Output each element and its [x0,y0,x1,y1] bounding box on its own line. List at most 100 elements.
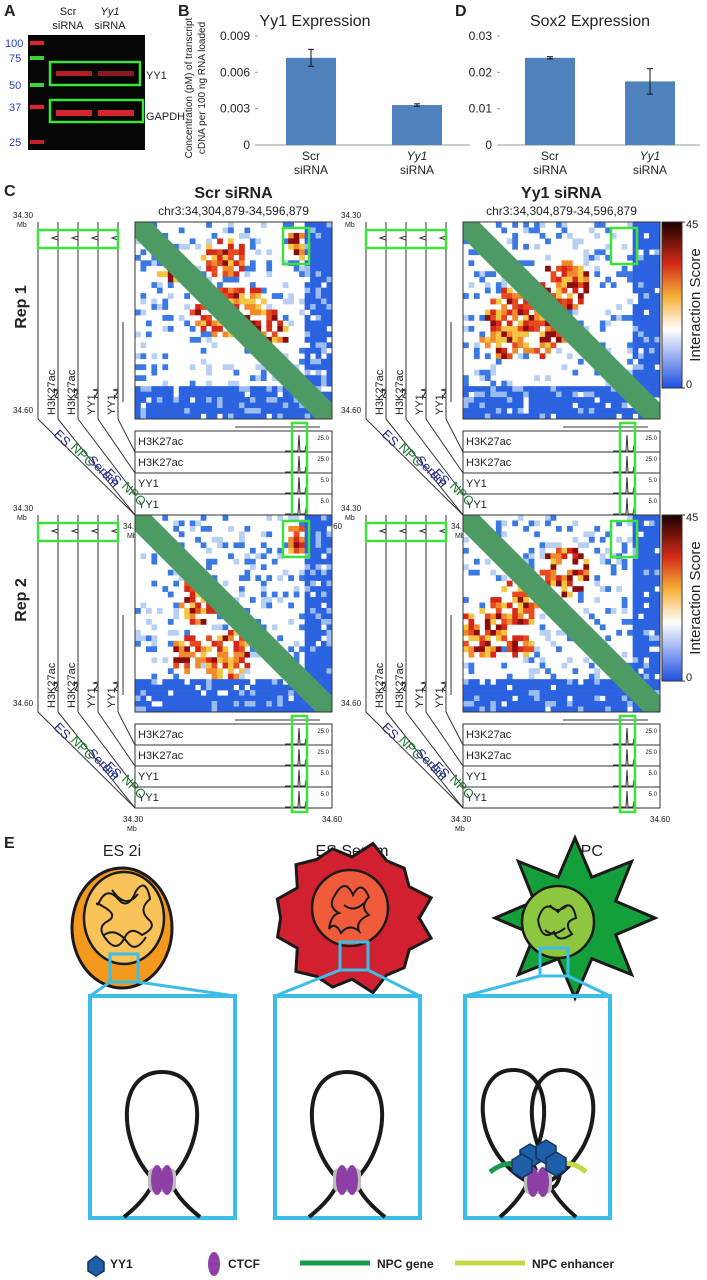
heatmap-cell [495,690,502,696]
heatmap-cell [545,695,551,702]
heatmap-cell [632,706,639,713]
heatmap-cell [512,331,519,338]
heatmap-cell [321,320,327,327]
heatmap-cell [638,358,644,365]
heatmap-cell [228,684,234,691]
heatmap-cell [135,391,141,398]
y-tick-label: 0.003 [220,102,250,116]
highlight-box [609,226,639,266]
heatmap-cell [649,287,655,294]
heatmap-cell [643,227,650,234]
heatmap-cell [184,668,191,674]
heatmap-cell [238,531,245,538]
heatmap-cell [512,684,519,691]
heatmap-cell [599,701,606,707]
heatmap-cell [310,558,316,565]
heatmap-cell [512,402,519,409]
heatmap-cell [610,408,617,414]
heatmap-cell [638,271,644,278]
heatmap-cell [643,342,650,349]
heatmap-cell [321,586,327,592]
heatmap-cell [484,618,491,625]
heatmap-cell [528,315,535,321]
heatmap-cell [140,695,147,702]
heatmap-cell [222,413,229,420]
heatmap-cell [288,525,294,532]
heatmap-cell [490,413,497,420]
bar [392,105,442,145]
heatmap-cell [178,701,185,707]
heatmap-cell [321,640,327,647]
heatmap-cell [632,304,639,310]
heatmap-cell [140,353,147,360]
heatmap-cell [512,651,519,658]
track-scale: 25.0 [645,750,657,756]
heatmap-cell [561,695,568,702]
heatmap-cell [528,657,535,664]
heatmap-cell [326,635,333,642]
heatmap-cell [594,679,601,685]
heatmap-cell [135,690,141,696]
heatmap-cell [288,515,294,521]
heatmap-cell [577,706,584,713]
heatmap-cell [140,408,147,414]
heatmap-cell [326,531,333,538]
heatmap-cell [299,402,305,409]
heatmap-cell [238,386,245,392]
heatmap-cell [249,706,256,713]
heatmap-cell [310,298,316,305]
heatmap-cell [572,386,579,392]
heatmap-cell [178,657,185,664]
heatmap-cell [561,260,568,267]
heatmap-cell [528,646,535,653]
heatmap-cell [654,531,661,538]
heatmap-cell [206,525,212,532]
heatmap-cell [238,232,245,239]
heatmap-cell [288,684,294,691]
heatmap-cell [145,386,152,392]
column-title: Scr siRNA [194,185,273,202]
heatmap-cell [561,679,568,685]
heatmap-cell [517,397,524,403]
heatmap-cell [588,690,595,696]
heatmap-cell [195,657,201,664]
heatmap-cell [638,558,644,565]
heatmap-cell [326,651,333,658]
heatmap-cell [167,402,174,409]
heatmap-cell [135,635,141,642]
heatmap-cell [523,227,529,234]
heatmap-cell [523,525,529,532]
heatmap-cell [140,375,147,381]
heatmap-cell [490,336,497,343]
heatmap-cell [206,364,212,371]
heatmap-cell [189,364,196,371]
heatmap-cell [304,336,311,343]
heatmap-cell [484,701,491,707]
heatmap-cell [244,525,251,532]
heatmap-cell [315,282,322,288]
heatmap-cell [255,413,262,420]
heatmap-cell [501,602,508,609]
heatmap-cell [643,282,650,288]
heatmap-cell [249,265,256,272]
heatmap-cell [572,558,579,565]
heatmap-cell [473,293,480,299]
heatmap-cell [255,651,262,658]
heatmap-cell [534,695,540,702]
heatmap-cell [528,690,535,696]
heatmap-cell [249,243,256,250]
heatmap-cell [534,701,540,707]
heatmap-cell [523,320,529,327]
heatmap-cell [266,265,273,272]
heatmap-cell [233,271,240,278]
heatmap-cell [594,547,601,554]
heatmap-cell [594,402,601,409]
heatmap-cell [184,397,191,403]
heatmap-cell [266,701,273,707]
heatmap-cell [266,531,273,538]
heatmap-cell [304,564,311,571]
heatmap-cell [140,397,147,403]
heatmap-cell [206,265,212,272]
heatmap-cell [577,569,584,576]
heatmap-cell [495,695,502,702]
